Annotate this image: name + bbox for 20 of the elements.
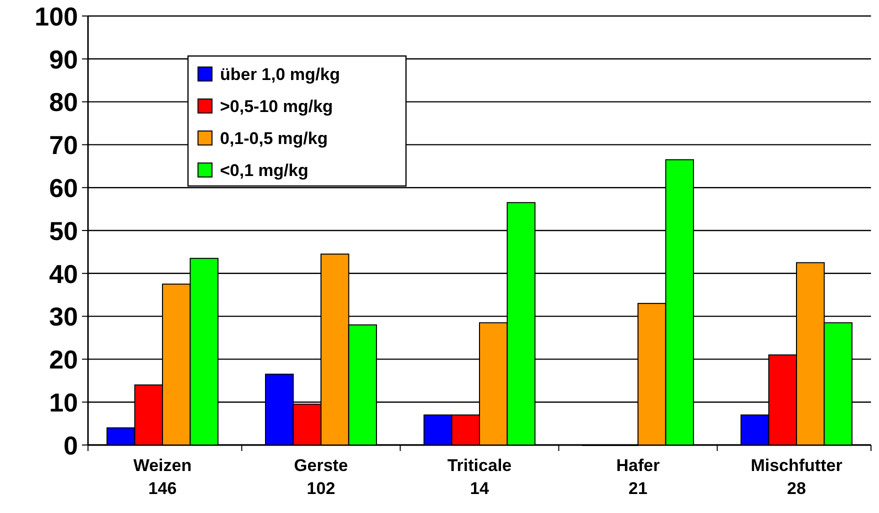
y-tick-label: 30 <box>49 302 78 332</box>
y-tick-label: 60 <box>49 172 78 203</box>
x-tick-label: Hafer 21 <box>616 456 660 498</box>
x-tick-label: Mischfutter 28 <box>750 456 843 498</box>
legend-label: 0,1-0,5 mg/kg <box>220 129 328 148</box>
legend-label: <0,1 mg/kg <box>220 161 308 180</box>
y-tick-label: 90 <box>49 44 78 74</box>
y-tick-label: 50 <box>49 216 78 246</box>
y-tick-label: 100 <box>34 1 78 32</box>
y-tick-label: 70 <box>49 130 78 160</box>
legend-label: >0,5-10 mg/kg <box>220 97 333 116</box>
x-tick-label: Gerste 102 <box>294 456 348 498</box>
y-tick-label: 0 <box>64 430 78 460</box>
x-tick-label: Triticale 14 <box>447 456 512 498</box>
y-tick-label: 40 <box>49 258 78 289</box>
y-tick-label: 80 <box>49 87 78 118</box>
x-tick-label: Weizen 146 <box>133 456 192 498</box>
y-tick-label: 10 <box>49 387 78 418</box>
legend-label: über 1,0 mg/kg <box>220 65 340 84</box>
y-tick-label: 20 <box>49 344 78 375</box>
